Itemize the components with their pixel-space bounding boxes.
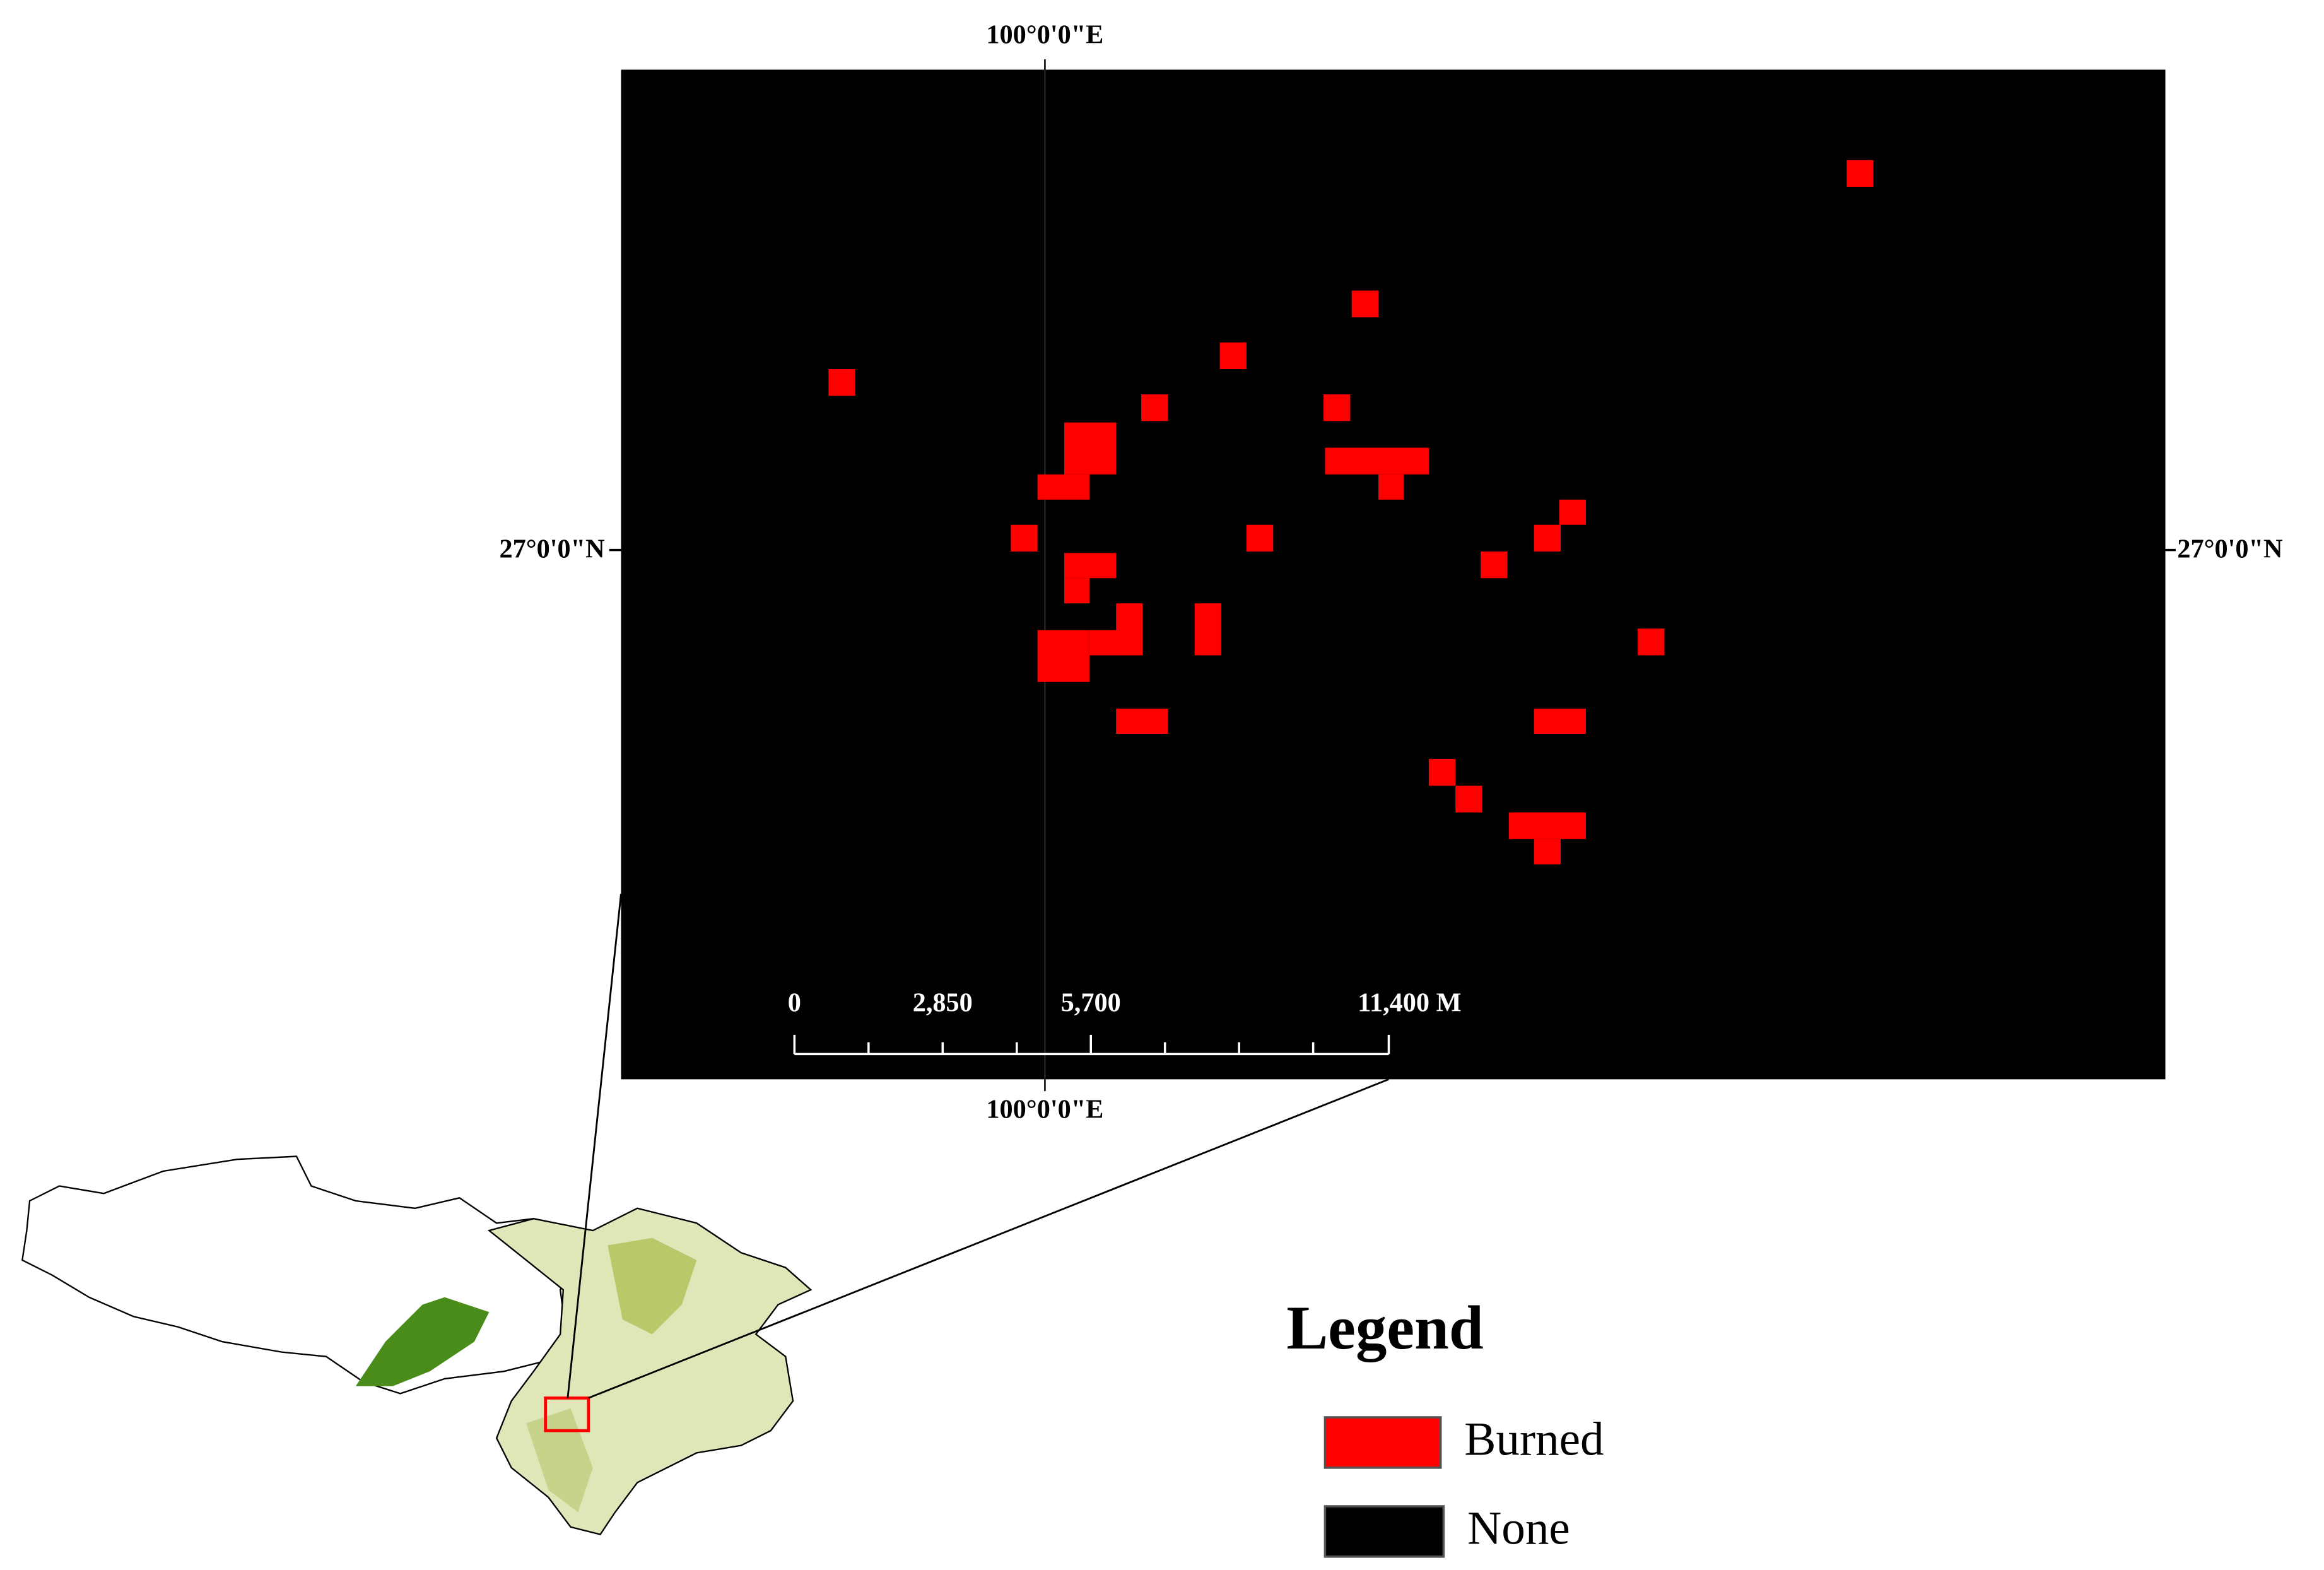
burned-pixel	[1037, 630, 1089, 682]
burned-pixel	[828, 369, 855, 396]
burned-pixel	[1011, 524, 1038, 552]
vegetation	[526, 1408, 593, 1513]
burned-pixel	[1428, 758, 1456, 786]
burned-pixel	[1638, 629, 1665, 656]
burned-pixel	[1194, 603, 1221, 656]
legend-label: None	[1467, 1502, 1570, 1555]
burned-pixel	[1325, 447, 1429, 475]
latitude-label: 27°0'0"N	[499, 534, 604, 564]
latitude-label: 27°0'0"N	[2177, 534, 2282, 564]
leader-line	[566, 894, 622, 1398]
burned-pixel	[1064, 422, 1117, 475]
burned-pixel	[1534, 709, 1586, 734]
inset-map	[21, 894, 1389, 1535]
legend-title: Legend	[1286, 1294, 1483, 1362]
inset-highlight	[544, 1396, 590, 1432]
vegetation	[355, 1297, 490, 1386]
map-frame	[621, 69, 2166, 1080]
scale-label: 0	[788, 988, 801, 1018]
burned-pixel	[1534, 524, 1561, 552]
burned-pixel	[1141, 394, 1168, 422]
burned-pixel	[1246, 524, 1274, 552]
burned-pixel	[1846, 160, 1874, 187]
longitude-label: 100°0'0"E	[986, 20, 1103, 49]
burned-pixel	[1481, 551, 1508, 579]
burned-pixel	[1534, 839, 1561, 865]
scale-label: 11,400 M	[1358, 988, 1461, 1018]
burned-pixel	[1064, 578, 1089, 604]
scale-label: 2,850	[913, 988, 973, 1018]
scale-bar	[793, 1034, 1390, 1056]
burned-pixel	[1089, 630, 1143, 656]
burned-pixels	[828, 160, 1874, 865]
burned-pixel	[1508, 812, 1586, 839]
vegetation	[607, 1237, 697, 1335]
burned-pixel	[1455, 786, 1482, 813]
legend-label: Burned	[1464, 1414, 1604, 1466]
burned-pixel	[1378, 474, 1404, 500]
burned-pixel	[1559, 499, 1586, 525]
burned-pixel	[1064, 553, 1117, 579]
burned-pixel	[1037, 474, 1089, 500]
longitude-label: 100°0'0"E	[986, 1095, 1103, 1124]
legend-swatch	[1323, 1505, 1445, 1558]
burned-pixel	[1351, 290, 1379, 317]
region-outline	[21, 1155, 579, 1395]
burned-pixel	[1219, 342, 1247, 369]
legend-swatch	[1323, 1416, 1442, 1469]
burned-pixel	[1323, 394, 1351, 422]
leader-line	[588, 1078, 1389, 1399]
scale-label: 5,700	[1061, 988, 1121, 1018]
burned-pixel	[1116, 709, 1168, 734]
